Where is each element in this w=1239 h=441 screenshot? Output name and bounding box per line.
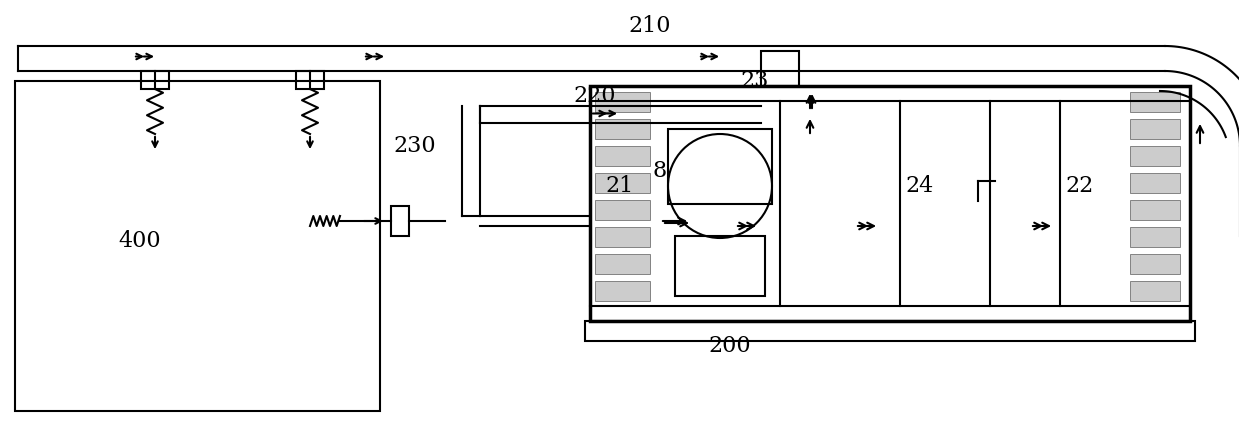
Bar [1130, 227, 1180, 247]
Bar [761, 51, 799, 86]
Text: 24: 24 [906, 175, 934, 197]
Text: 230: 230 [394, 135, 436, 157]
Bar [668, 129, 772, 204]
Bar [595, 254, 650, 274]
Bar [1130, 173, 1180, 193]
Text: 200: 200 [709, 335, 751, 357]
Bar [1130, 254, 1180, 274]
Text: 23: 23 [741, 70, 769, 92]
Bar [296, 71, 325, 89]
Bar [141, 71, 169, 89]
Bar [1130, 146, 1180, 166]
Text: 8: 8 [653, 160, 667, 182]
Text: 400: 400 [119, 230, 161, 252]
Bar [595, 92, 650, 112]
Bar [1130, 200, 1180, 220]
Bar [392, 206, 409, 236]
Text: 22: 22 [1066, 175, 1094, 197]
Bar [595, 146, 650, 166]
Bar [15, 81, 380, 411]
Text: 220: 220 [574, 85, 616, 107]
Bar [595, 119, 650, 139]
Bar [595, 227, 650, 247]
Text: 210: 210 [628, 15, 672, 37]
Bar [1130, 92, 1180, 112]
Bar [595, 173, 650, 193]
Bar [595, 200, 650, 220]
Bar [1130, 281, 1180, 301]
Bar [1130, 119, 1180, 139]
Bar [585, 321, 1194, 341]
Text: 21: 21 [606, 175, 634, 197]
Bar [595, 281, 650, 301]
Bar [675, 236, 764, 296]
Bar [590, 86, 1189, 321]
